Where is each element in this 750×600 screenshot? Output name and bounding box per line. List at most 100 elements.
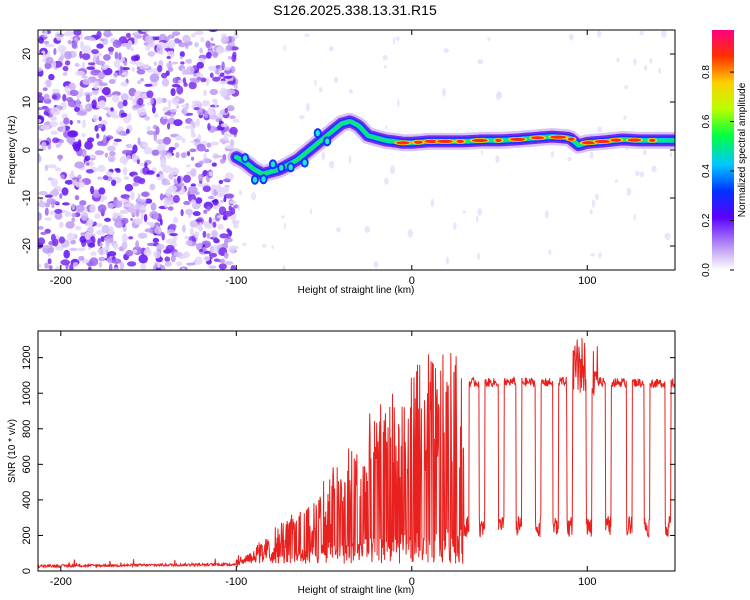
- noise-blob: [548, 249, 552, 256]
- noise-blob: [199, 222, 203, 230]
- noise-blob: [299, 115, 305, 120]
- noise-blob: [168, 223, 177, 230]
- ridge-peak: [495, 138, 502, 142]
- noise-blob: [170, 254, 176, 263]
- noise-blob: [73, 30, 82, 36]
- noise-blob: [167, 40, 176, 49]
- noise-blob: [119, 261, 125, 270]
- noise-blob: [125, 143, 133, 149]
- noise-blob: [200, 36, 205, 43]
- noise-blob: [56, 33, 65, 37]
- noise-blob: [314, 79, 317, 86]
- noise-blob: [226, 80, 236, 85]
- noise-blob: [45, 56, 54, 64]
- noise-blob: [186, 262, 196, 266]
- noise-blob: [123, 176, 130, 181]
- noise-blob: [122, 166, 128, 176]
- noise-blob: [38, 95, 45, 102]
- noise-blob: [120, 67, 130, 71]
- y-tick-label: 20: [21, 48, 33, 60]
- noise-blob: [69, 120, 73, 125]
- noise-blob: [180, 152, 187, 159]
- noise-blob: [104, 217, 111, 222]
- noise-blob: [190, 33, 196, 38]
- noise-blob: [212, 221, 217, 228]
- noise-blob: [48, 73, 55, 81]
- noise-blob: [569, 33, 574, 41]
- noise-blob: [176, 105, 180, 109]
- noise-blob: [153, 61, 157, 66]
- noise-blob: [54, 212, 63, 220]
- noise-blob: [209, 245, 214, 254]
- noise-blob: [181, 137, 186, 144]
- noise-blob: [624, 85, 628, 90]
- ridge-peak: [649, 138, 656, 142]
- y-tick-label: 10: [21, 96, 33, 108]
- noise-blob: [124, 183, 134, 192]
- ridge-peak: [396, 141, 410, 145]
- noise-blob: [112, 141, 119, 147]
- noise-blob: [443, 48, 450, 53]
- snr-xlabel: Height of straight line (km): [298, 585, 415, 596]
- noise-blob: [73, 233, 78, 240]
- noise-blob: [159, 218, 163, 226]
- ridge-blob: [279, 164, 284, 171]
- noise-blob: [38, 153, 41, 163]
- noise-blob: [219, 158, 226, 164]
- noise-blob: [669, 152, 673, 158]
- noise-blob: [642, 149, 647, 156]
- noise-blob: [137, 137, 141, 146]
- noise-blob: [60, 259, 70, 266]
- noise-blob: [208, 30, 218, 33]
- noise-blob: [60, 174, 65, 180]
- noise-blob: [65, 221, 75, 229]
- noise-blob: [90, 251, 97, 256]
- noise-blob: [384, 177, 389, 185]
- noise-blob: [118, 52, 122, 61]
- noise-blob: [101, 224, 110, 234]
- noise-blob: [90, 185, 95, 195]
- noise-blob: [220, 258, 225, 264]
- noise-blob: [146, 125, 151, 131]
- noise-blob: [186, 151, 191, 157]
- noise-blob: [205, 77, 210, 86]
- noise-blob: [99, 100, 106, 108]
- noise-blob: [144, 162, 148, 169]
- noise-blob: [159, 193, 164, 201]
- noise-blob: [121, 72, 129, 76]
- noise-blob: [205, 51, 212, 59]
- noise-blob: [661, 30, 667, 38]
- snr-series-line: [38, 337, 675, 569]
- noise-blob: [64, 51, 72, 60]
- noise-blob: [373, 261, 379, 268]
- ridge-peak: [510, 137, 526, 141]
- noise-blob: [152, 81, 158, 86]
- noise-blob: [182, 224, 186, 233]
- noise-blob: [89, 233, 96, 237]
- noise-blob: [121, 149, 132, 155]
- noise-blob: [84, 140, 93, 150]
- noise-blob: [188, 81, 197, 90]
- noise-blob: [89, 37, 96, 42]
- noise-blob: [62, 94, 67, 102]
- noise-blob: [95, 222, 103, 228]
- noise-blob: [187, 58, 192, 64]
- noise-blob: [157, 65, 163, 73]
- y-tick-label: -10: [21, 190, 33, 206]
- noise-blob: [102, 175, 109, 181]
- noise-blob: [113, 267, 120, 270]
- noise-blob: [119, 199, 129, 203]
- y-tick-label: 0: [21, 568, 33, 574]
- noise-blob: [190, 126, 195, 136]
- noise-blob: [38, 36, 44, 44]
- noise-blob: [99, 85, 103, 92]
- noise-blob: [44, 107, 50, 112]
- noise-blob: [304, 33, 310, 38]
- noise-blob: [108, 46, 114, 53]
- noise-blob: [79, 235, 87, 244]
- noise-blob: [127, 261, 137, 267]
- noise-blob: [146, 130, 156, 136]
- noise-blob: [140, 77, 144, 82]
- noise-blob: [126, 154, 131, 160]
- noise-blob: [487, 36, 491, 42]
